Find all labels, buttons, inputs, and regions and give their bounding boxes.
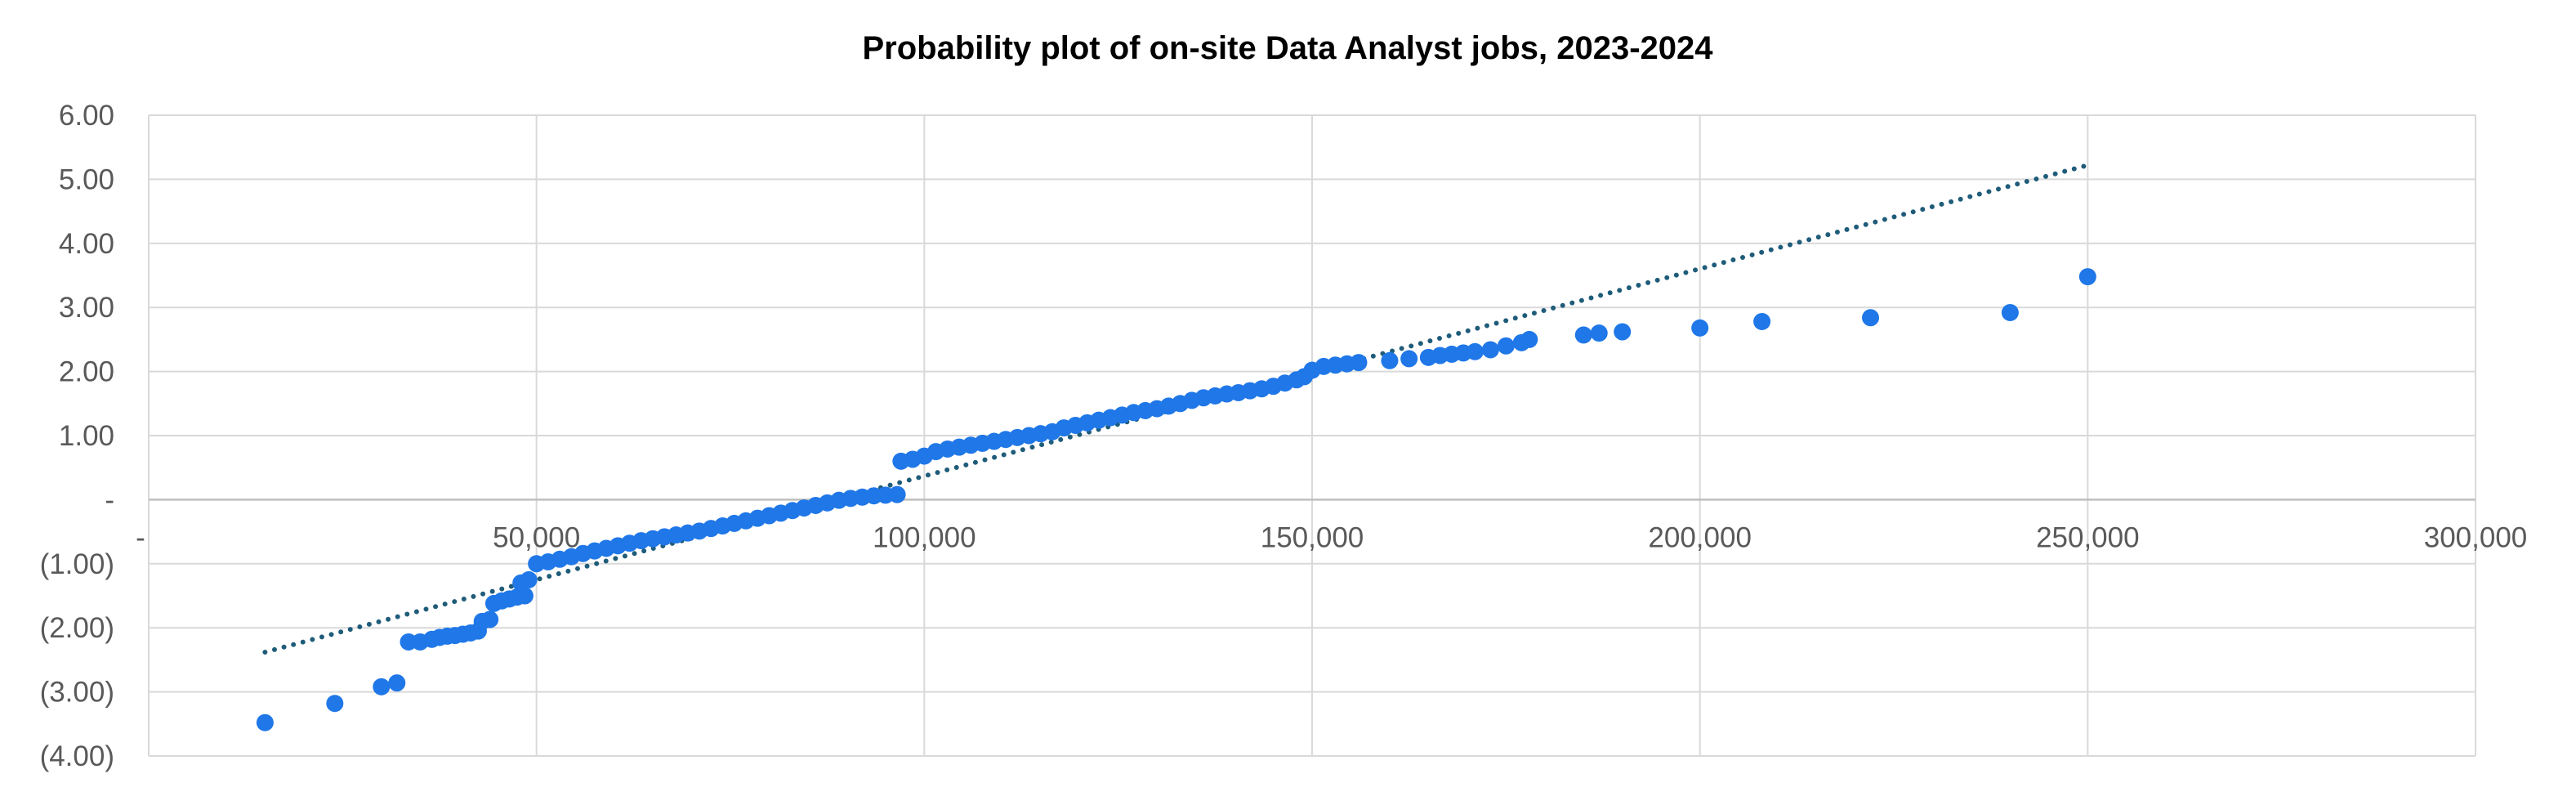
data-point bbox=[1691, 319, 1709, 337]
data-point bbox=[2078, 268, 2096, 286]
y-tick-label: (1.00) bbox=[40, 548, 114, 580]
data-points bbox=[256, 268, 2096, 731]
y-tick-label: 2.00 bbox=[59, 356, 114, 388]
x-tick-labels: 50,000 100,000 150,000 200,000 250,000 300,00… bbox=[136, 521, 2527, 553]
data-point bbox=[1381, 351, 1399, 369]
x-tick-label: 100,000 bbox=[873, 521, 976, 553]
data-point bbox=[2001, 303, 2019, 321]
data-point bbox=[1520, 330, 1538, 348]
y-tick-labels: 6.00 5.00 4.00 3.00 2.00 1.00 - (1.00) (2.00) (3.… bbox=[40, 100, 114, 772]
data-point bbox=[888, 485, 906, 503]
data-point bbox=[1590, 324, 1608, 342]
x-tick-label: 150,000 bbox=[1261, 521, 1364, 553]
data-point bbox=[1350, 354, 1368, 372]
y-tick-label: 4.00 bbox=[59, 228, 114, 260]
data-point bbox=[1466, 342, 1484, 360]
y-tick-label: 6.00 bbox=[59, 100, 114, 132]
data-point bbox=[520, 570, 538, 588]
y-tick-label: (3.00) bbox=[40, 677, 114, 709]
chart-title: Probability plot of on-site Data Analyst… bbox=[863, 30, 1714, 66]
y-tick-label: (4.00) bbox=[40, 740, 114, 772]
data-point bbox=[1497, 337, 1515, 355]
data-point bbox=[373, 677, 391, 695]
y-tick-label: 3.00 bbox=[59, 292, 114, 324]
data-point bbox=[1753, 312, 1771, 330]
y-tick-label: 1.00 bbox=[59, 420, 114, 452]
y-tick-label: (2.00) bbox=[40, 612, 114, 644]
data-point bbox=[481, 610, 499, 628]
y-tick-label: - bbox=[105, 484, 114, 516]
data-point bbox=[256, 713, 274, 731]
x-tick-label: 250,000 bbox=[2036, 521, 2140, 553]
data-point bbox=[1481, 341, 1499, 359]
data-point bbox=[1614, 323, 1632, 341]
x-tick-label: 50,000 bbox=[493, 521, 580, 553]
gridlines bbox=[148, 114, 2476, 757]
y-tick-label: 5.00 bbox=[59, 163, 114, 195]
data-point bbox=[388, 674, 406, 692]
data-point bbox=[1862, 309, 1880, 327]
data-point bbox=[326, 695, 344, 713]
x-origin-label: - bbox=[136, 521, 145, 553]
x-tick-label: 300,000 bbox=[2424, 521, 2528, 553]
x-tick-label: 200,000 bbox=[1648, 521, 1752, 553]
data-point bbox=[1400, 350, 1418, 368]
data-point bbox=[1574, 326, 1592, 344]
